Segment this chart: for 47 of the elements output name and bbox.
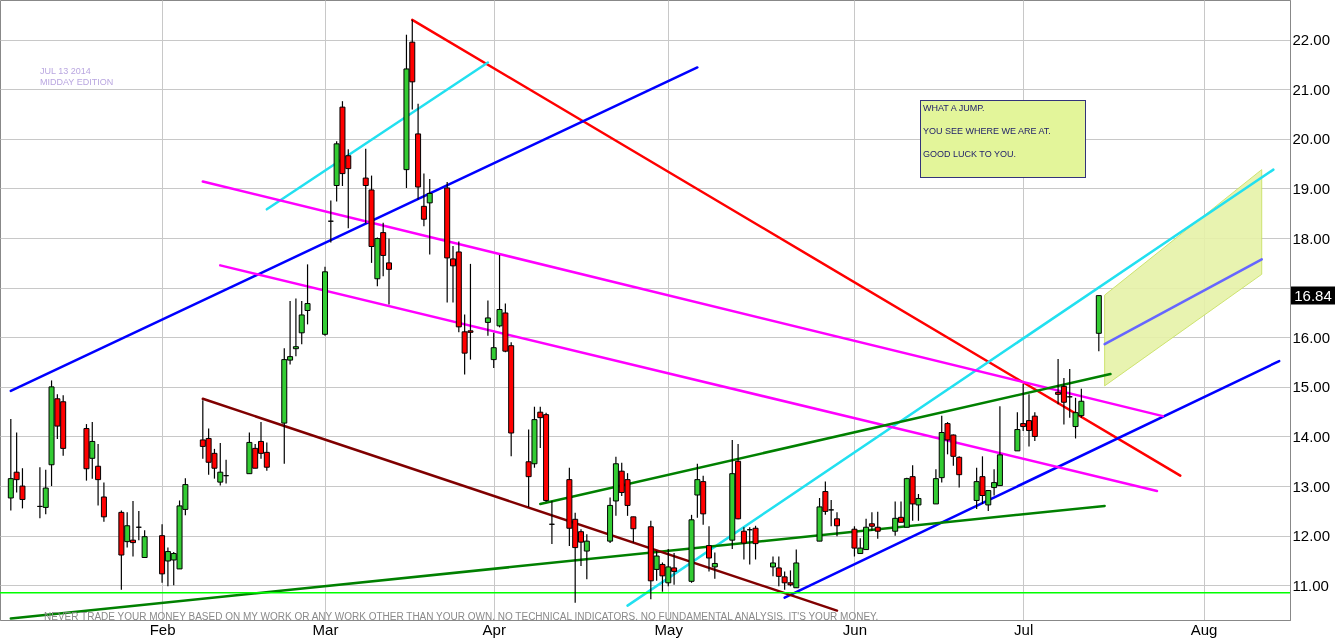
candlestick <box>304 263 311 325</box>
x-tick-label: Aug <box>1190 620 1218 638</box>
text: MIDDAY EDITION <box>40 77 114 88</box>
x-tick-label: Apr <box>482 620 506 638</box>
candlestick <box>420 173 427 227</box>
candlestick <box>141 529 148 559</box>
y-tick-label: 11.00 <box>1292 576 1329 594</box>
y-tick-label: 20.00 <box>1292 130 1331 148</box>
candlestick <box>834 511 840 537</box>
candlestick <box>19 467 26 509</box>
candlestick <box>484 299 491 337</box>
candlestick <box>711 551 718 580</box>
annotation: WHAT A JUMP. <box>923 103 986 113</box>
candlestick <box>100 482 107 523</box>
x-tick-label: May <box>654 620 684 638</box>
candlestick <box>292 297 299 357</box>
candlestick <box>426 178 433 256</box>
x-tick-label: Jul <box>1014 620 1034 638</box>
y-tick-label: 14.00 <box>1292 427 1331 445</box>
candlestick <box>95 443 102 507</box>
candlestick <box>630 516 637 544</box>
candlestick <box>874 511 881 540</box>
candlestick <box>362 148 369 224</box>
text: 16.84 <box>1294 286 1332 304</box>
y-tick-label: 21.00 <box>1292 80 1331 98</box>
y-tick-label: 13.00 <box>1292 477 1331 495</box>
candlestick <box>1014 411 1021 452</box>
candlestick <box>490 332 497 369</box>
candlestick <box>298 300 305 345</box>
annotation: YOU SEE WHERE WE ARE AT. <box>923 126 1052 136</box>
x-tick-label: Feb <box>149 620 176 638</box>
note-box: WHAT A JUMP. YOU SEE WHERE WE ARE AT. GOOD LUCK TO YOU. <box>920 100 1086 178</box>
y-tick-label: 15.00 <box>1292 378 1331 396</box>
candlestick <box>386 237 392 306</box>
text: JUL 13 2014 <box>40 66 92 77</box>
annotation: GOOD LUCK TO YOU. <box>923 149 1018 159</box>
y-tick-label: 16.00 <box>1292 328 1331 346</box>
y-tick-label: 22.00 <box>1292 31 1331 49</box>
y-tick-label: 18.00 <box>1292 229 1331 247</box>
candlestick <box>706 525 712 572</box>
annotation: NEVER TRADE YOUR MONEY BASED ON MY WORK OR ANY WORK OTHER THAN YOUR OWN. NO TECHNICAL INDICATORS. NO FUNDAMENTAL ANALYSIS. IT'S YOUR MONEY. <box>44 611 879 622</box>
x-tick-label: Jun <box>842 620 868 638</box>
candlestick <box>740 526 747 561</box>
x-tick-label: Mar <box>312 620 339 638</box>
y-tick-label: 19.00 <box>1292 179 1331 197</box>
y-tick-label: 12.00 <box>1292 527 1331 545</box>
candlestick <box>868 511 875 532</box>
